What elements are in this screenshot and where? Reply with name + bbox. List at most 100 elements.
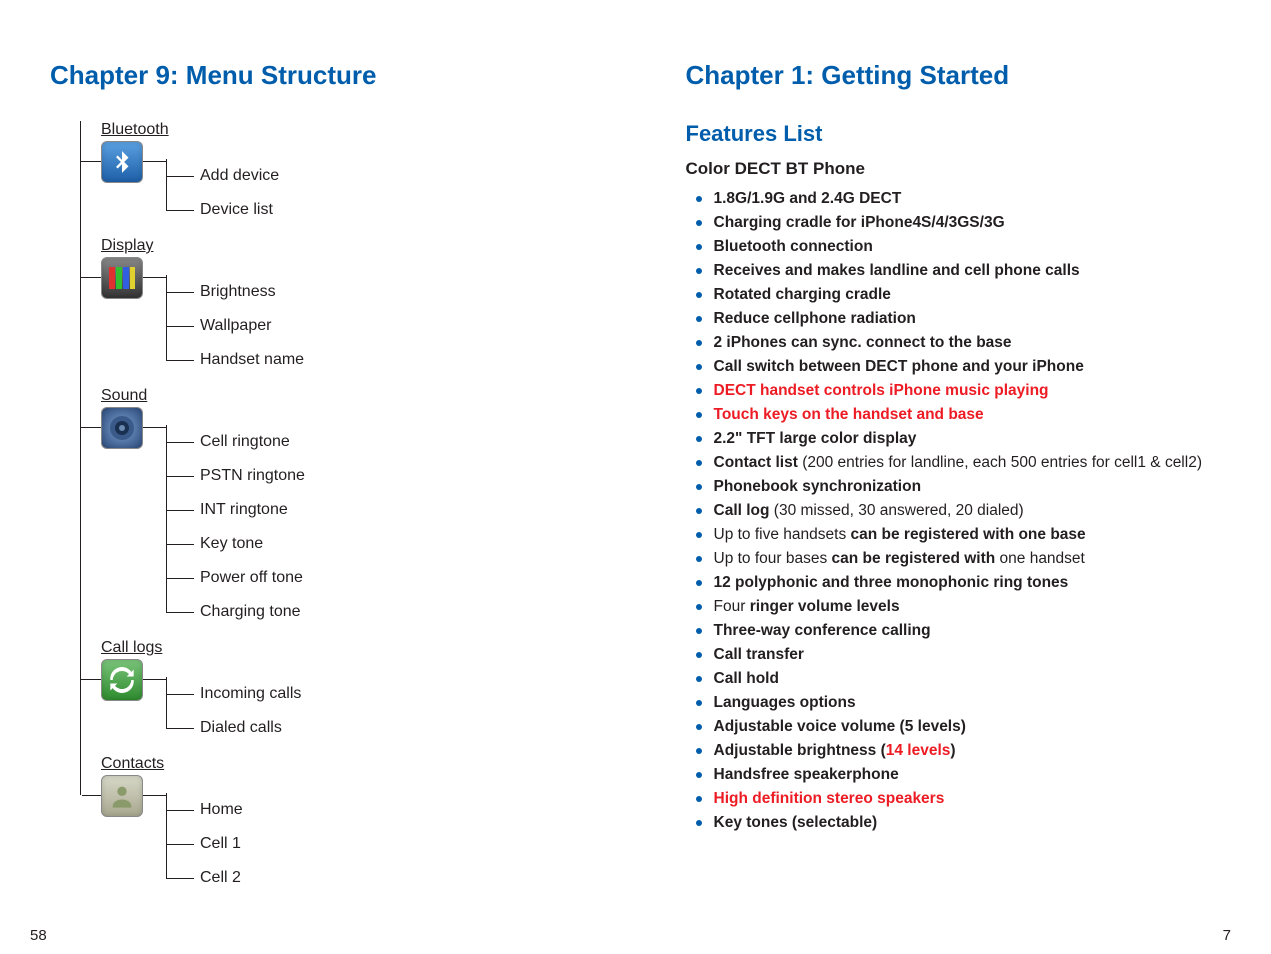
tree-branch (166, 578, 194, 579)
tree-branch (166, 326, 194, 327)
feature-item: 2 iPhones can sync. connect to the base (696, 331, 1222, 355)
left-page: Chapter 9: Menu Structure Bluetooth Add d… (0, 0, 646, 954)
features-list: 1.8G/1.9G and 2.4G DECTCharging cradle f… (696, 187, 1222, 835)
tree-branch (143, 277, 166, 278)
tree-branch (143, 161, 166, 162)
tree-branch (143, 427, 166, 428)
tree-branch (166, 442, 194, 443)
tree-branch (166, 878, 194, 879)
submenu-sound: Cell ringtone PSTN ringtone INT ringtone Ke… (166, 425, 586, 629)
calllogs-icon (101, 659, 143, 701)
feature-item: DECT handset controls iPhone music playi… (696, 379, 1222, 403)
submenu-item: Power off tone (166, 561, 586, 595)
page-number-left: 58 (30, 927, 47, 944)
feature-item: Receives and makes landline and cell pho… (696, 259, 1222, 283)
display-icon (101, 257, 143, 299)
tree-branch (166, 544, 194, 545)
menu-title-contacts: Contacts (101, 755, 164, 773)
submenu-label: Home (200, 801, 243, 819)
tree-branch (166, 595, 167, 612)
tree-branch (166, 193, 167, 210)
tree-branch (166, 844, 194, 845)
tree-branch (143, 795, 166, 796)
feature-item: Adjustable brightness (14 levels) (696, 739, 1222, 763)
features-list-heading: Features List (686, 121, 1222, 147)
submenu-item: Handset name (166, 343, 586, 377)
submenu-display: Brightness WallpaperHandset name (166, 275, 586, 377)
tree-branch (166, 861, 167, 878)
tree-branch (166, 810, 194, 811)
tree-branch (166, 476, 194, 477)
product-name: Color DECT BT Phone (686, 159, 1222, 179)
feature-item: Three-way conference calling (696, 619, 1222, 643)
feature-item: Handsfree speakerphone (696, 763, 1222, 787)
bluetooth-icon (101, 141, 143, 183)
submenu-label: Dialed calls (200, 719, 282, 737)
feature-item: Four ringer volume levels (696, 595, 1222, 619)
feature-item: Call log (30 missed, 30 answered, 20 dia… (696, 499, 1222, 523)
feature-item: Adjustable voice volume (5 levels) (696, 715, 1222, 739)
submenu-item: Device list (166, 193, 586, 227)
submenu-item: Dialed calls (166, 711, 586, 745)
submenu-item: Key tone (166, 527, 586, 561)
tree-branch (81, 679, 101, 680)
feature-item: 12 polyphonic and three monophonic ring … (696, 571, 1222, 595)
feature-item: Call switch between DECT phone and your … (696, 355, 1222, 379)
submenu-label: Cell 2 (200, 869, 241, 887)
feature-item: Up to four bases can be registered with … (696, 547, 1222, 571)
submenu-label: Add device (200, 167, 279, 185)
menu-title-bluetooth: Bluetooth (101, 121, 169, 139)
feature-item: Rotated charging cradle (696, 283, 1222, 307)
submenu-item: INT ringtone (166, 493, 586, 527)
right-page: Chapter 1: Getting Started Features List… (646, 0, 1271, 954)
page-number-right: 7 (1223, 927, 1231, 944)
submenu-label: Incoming calls (200, 685, 301, 703)
feature-item: Reduce cellphone radiation (696, 307, 1222, 331)
menu-title-sound: Sound (101, 387, 147, 405)
chapter-1-title: Chapter 1: Getting Started (686, 60, 1222, 91)
tree-branch (166, 728, 194, 729)
menu-block-display: Display Brightness WallpaperHandset name (81, 237, 586, 377)
submenu-item: Home (166, 793, 586, 827)
chapter-9-title: Chapter 9: Menu Structure (50, 60, 586, 91)
feature-item: Call hold (696, 667, 1222, 691)
feature-item: 1.8G/1.9G and 2.4G DECT (696, 187, 1222, 211)
tree-branch (166, 711, 167, 728)
submenu-item: Cell ringtone (166, 425, 586, 459)
submenu-label: Device list (200, 201, 273, 219)
feature-item: Languages options (696, 691, 1222, 715)
feature-item: Charging cradle for iPhone4S/4/3GS/3G (696, 211, 1222, 235)
submenu-item: Cell 1 (166, 827, 586, 861)
submenu-label: PSTN ringtone (200, 467, 305, 485)
feature-item: Bluetooth connection (696, 235, 1222, 259)
tree-branch (166, 176, 194, 177)
tree-branch (143, 679, 166, 680)
tree-branch (81, 795, 101, 796)
tree-branch (166, 343, 167, 360)
tree-branch (81, 427, 101, 428)
submenu-label: Key tone (200, 535, 263, 553)
submenu-label: Charging tone (200, 603, 301, 621)
menu-tree: Bluetooth Add device Device list Display Bri… (80, 121, 586, 895)
submenu-item: Cell 2 (166, 861, 586, 895)
menu-title-calllogs: Call logs (101, 639, 162, 657)
tree-branch (81, 277, 101, 278)
submenu-calllogs: Incoming calls Dialed calls (166, 677, 586, 745)
feature-item: Call transfer (696, 643, 1222, 667)
menu-block-sound: Sound Cell ringtone PSTN ringtone INT ringt… (81, 387, 586, 629)
feature-item: Phonebook synchronization (696, 475, 1222, 499)
submenu-item: PSTN ringtone (166, 459, 586, 493)
tree-branch (166, 510, 194, 511)
tree-branch (166, 360, 194, 361)
submenu-label: Brightness (200, 283, 276, 301)
menu-title-display: Display (101, 237, 153, 255)
submenu-label: Cell 1 (200, 835, 241, 853)
contacts-icon (101, 775, 143, 817)
tree-branch (166, 210, 194, 211)
submenu-item: Wallpaper (166, 309, 586, 343)
feature-item: Up to five handsets can be registered wi… (696, 523, 1222, 547)
sound-icon (101, 407, 143, 449)
submenu-label: INT ringtone (200, 501, 288, 519)
submenu-label: Cell ringtone (200, 433, 290, 451)
submenu-label: Power off tone (200, 569, 303, 587)
